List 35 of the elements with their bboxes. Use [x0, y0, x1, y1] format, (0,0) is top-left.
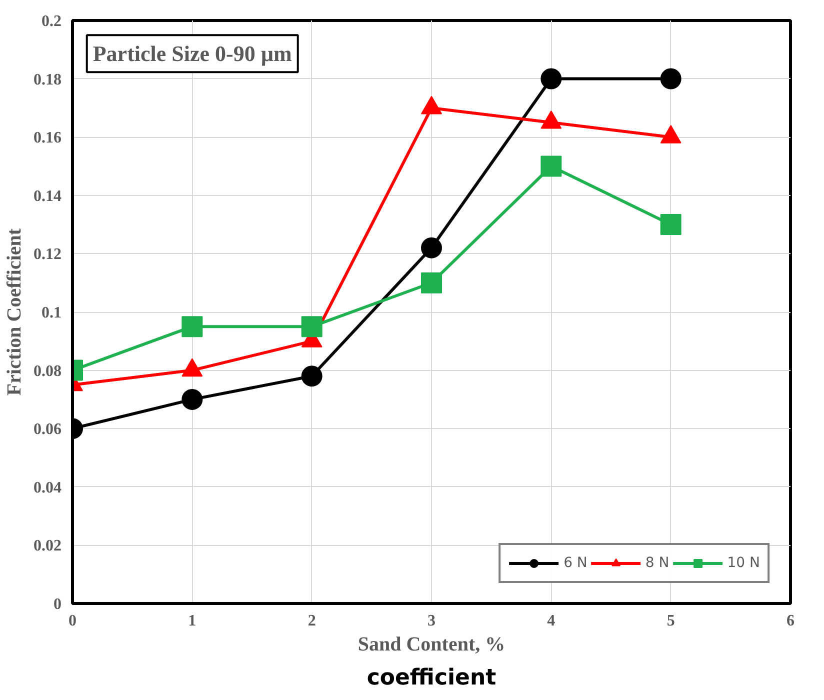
y-tick-label: 0.1: [42, 304, 62, 322]
legend-label: 10 N: [727, 555, 760, 571]
y-tick-label: 0.06: [34, 421, 62, 438]
y-tick-label: 0.16: [34, 130, 62, 147]
point: [660, 68, 682, 90]
legend-label: 8 N: [645, 555, 670, 571]
x-axis-title: Sand Content, %: [358, 634, 506, 656]
annotation: Particle Size 0-90 µm: [92, 41, 292, 66]
point: [421, 272, 442, 294]
y-tick-label: 0.02: [34, 538, 62, 555]
x-tick-label: 0: [68, 612, 76, 630]
x-tick-label: 5: [666, 612, 675, 630]
y-tick-label: 0.14: [34, 188, 62, 205]
y-tick-label: 0.08: [34, 362, 62, 380]
point: [301, 366, 322, 387]
x-tick-label: 1: [188, 612, 196, 630]
y-tick-label: 0: [54, 596, 62, 613]
point: [540, 156, 562, 177]
x-tick-label: 4: [547, 612, 556, 630]
y-tick-label: 0.04: [34, 479, 62, 496]
point: [301, 316, 322, 338]
x-tick-label: 6: [786, 612, 794, 630]
y-tick-label: 0.18: [34, 71, 62, 88]
point: [182, 388, 203, 410]
point: [540, 68, 562, 90]
y-tick-label: 0.12: [34, 246, 62, 264]
point: [660, 214, 682, 236]
x-tick-label: 2: [308, 612, 316, 630]
point: [182, 316, 203, 338]
x-tick-label: 3: [428, 612, 436, 630]
text: coefficient: [366, 666, 497, 690]
y-tick-label: 0.2: [42, 13, 62, 30]
y-axis-title: Friction Coefficient: [4, 228, 26, 396]
point: [421, 237, 442, 258]
legend-label: 6 N: [564, 555, 588, 571]
